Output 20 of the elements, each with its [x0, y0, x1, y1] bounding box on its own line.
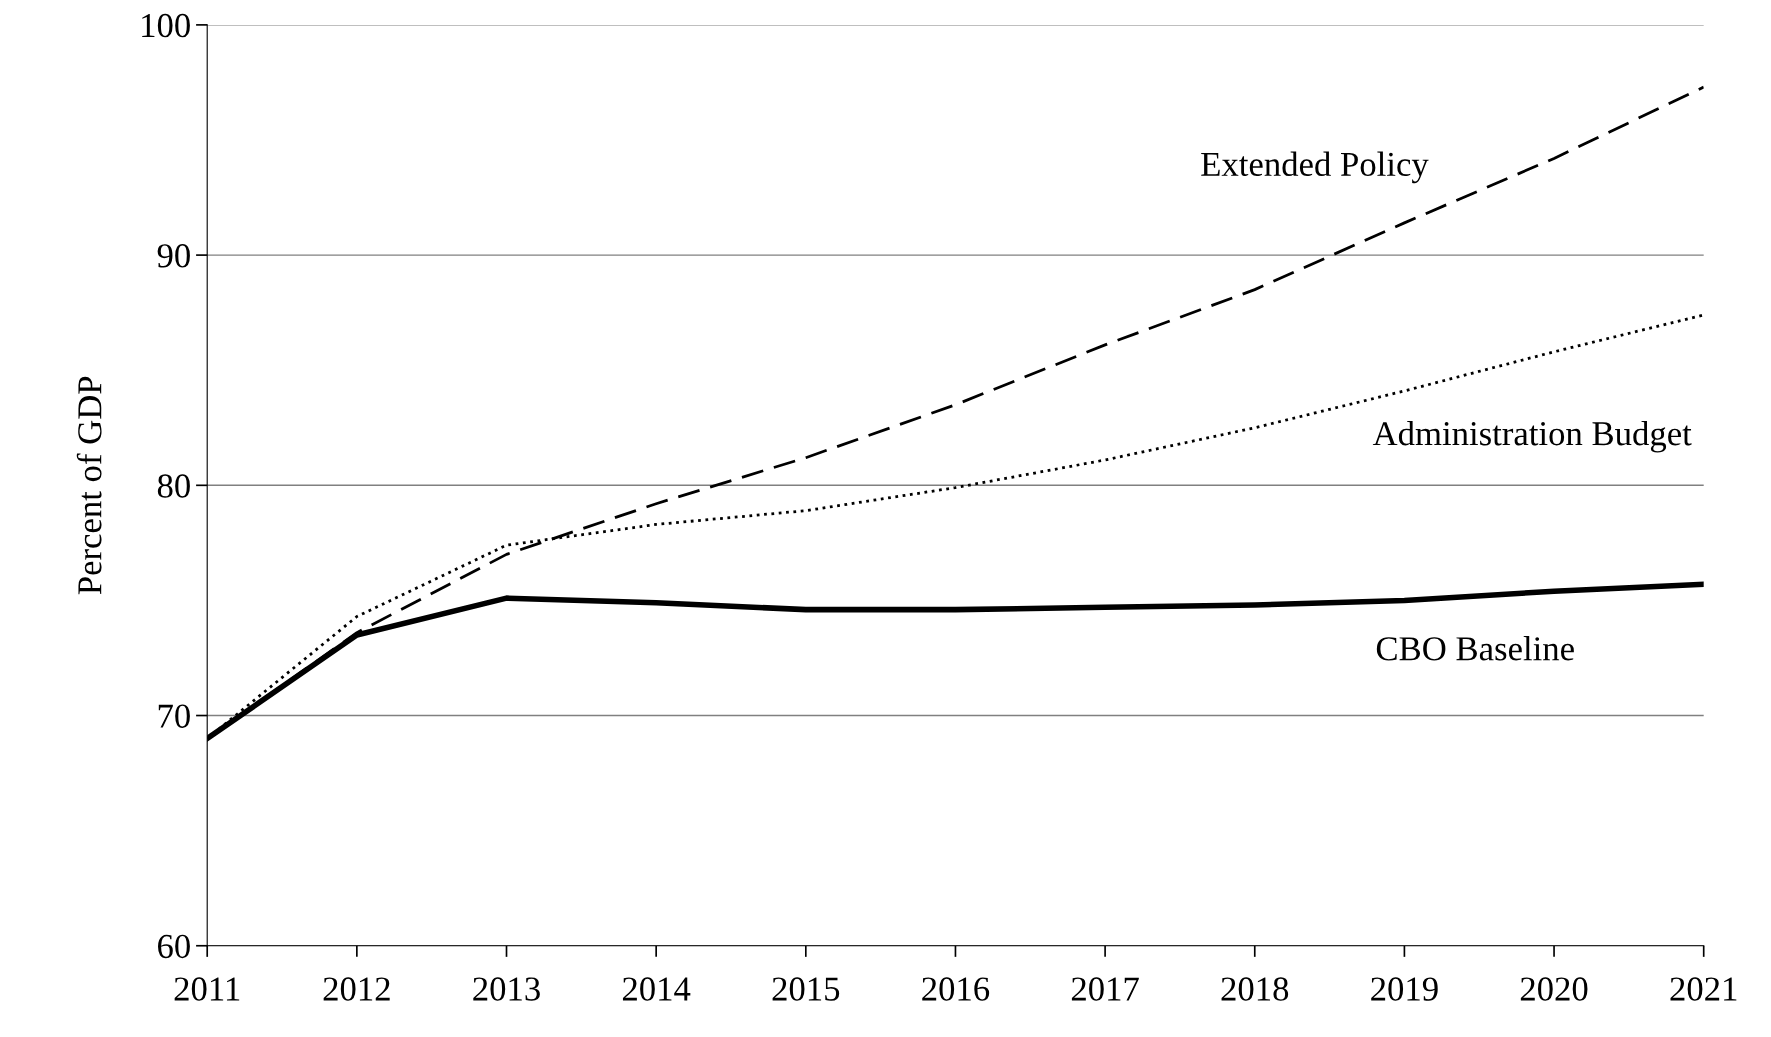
x-tick-label: 2021: [1670, 977, 1737, 1001]
x-tick-label: 2019: [1371, 977, 1438, 1001]
series-label: Extended Policy: [1201, 151, 1429, 184]
y-tick-label: 100: [142, 13, 190, 38]
x-tick-label: 2013: [473, 977, 540, 1001]
x-tick-label: 2011: [174, 977, 240, 1001]
x-tick-label: 2018: [1221, 977, 1289, 1001]
x-tick-label: 2020: [1520, 977, 1588, 1001]
y-tick-label: 90: [157, 244, 190, 268]
y-tick-label: 70: [158, 704, 190, 728]
y-tick-label: 60: [158, 934, 190, 959]
y-tick-label: 80: [157, 474, 190, 498]
y-axis-title: Percent of GDP: [76, 376, 102, 595]
x-tick-label: 2015: [772, 977, 840, 1001]
x-tick-label: 2012: [323, 977, 390, 1001]
series-label: CBO Baseline: [1376, 636, 1574, 661]
series-label: Administration Budget: [1372, 420, 1692, 453]
x-tick-label: 2016: [922, 977, 990, 1001]
x-tick-label: 2014: [622, 977, 691, 1001]
x-tick-label: 2017: [1071, 977, 1139, 1001]
